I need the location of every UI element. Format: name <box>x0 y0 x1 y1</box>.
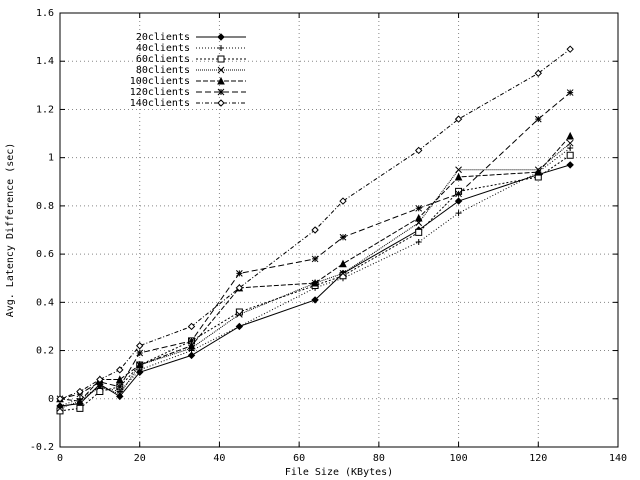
data-point <box>566 161 574 169</box>
data-point <box>311 255 319 263</box>
data-point <box>454 115 463 123</box>
legend-marker <box>218 45 224 51</box>
y-axis-label: Avg. Latency Difference (sec) <box>5 143 16 318</box>
data-point <box>187 322 196 331</box>
data-point <box>415 146 423 155</box>
legend-label: 140clients <box>130 98 190 109</box>
data-point <box>76 387 84 396</box>
series-line <box>59 92 571 400</box>
y-tick-label: 0.4 <box>36 297 54 308</box>
data-point <box>339 197 347 205</box>
x-axis-label: File Size (KBytes) <box>285 467 393 478</box>
legend-marker <box>217 66 225 74</box>
x-tick-label: 120 <box>529 453 547 464</box>
data-point <box>339 233 347 241</box>
legend-label: 100clients <box>130 76 190 87</box>
data-point <box>534 69 542 77</box>
data-point <box>136 342 144 350</box>
legend-label: 40clients <box>136 43 190 54</box>
data-point <box>415 228 423 236</box>
data-point <box>415 204 423 212</box>
data-point <box>236 270 243 277</box>
data-point <box>311 296 319 304</box>
data-point <box>76 404 84 412</box>
data-point <box>115 375 124 383</box>
data-point <box>534 168 543 176</box>
data-point <box>415 239 422 246</box>
plot-frame <box>59 12 619 448</box>
data-point <box>566 139 574 147</box>
y-tick-label: 1 <box>48 153 54 164</box>
data-point <box>311 226 319 234</box>
data-point <box>236 311 243 318</box>
y-tick-label: -0.2 <box>30 442 54 453</box>
legend-marker <box>217 55 225 63</box>
data-point <box>187 351 196 360</box>
data-point <box>455 166 462 174</box>
x-tick-label: 140 <box>609 453 627 464</box>
legend-label: 60clients <box>136 54 190 65</box>
data-point <box>56 395 64 403</box>
x-tick-label: 40 <box>213 453 225 464</box>
y-tick-label: 0.8 <box>36 201 54 212</box>
series-line <box>59 135 571 402</box>
x-tick-label: 100 <box>450 453 468 464</box>
series-line <box>59 142 571 409</box>
data-point <box>454 172 463 181</box>
x-tick-label: 80 <box>373 453 385 464</box>
data-point <box>566 89 574 96</box>
data-point <box>135 360 144 369</box>
data-point <box>236 323 243 330</box>
data-point <box>455 210 462 217</box>
y-tick-label: 1.6 <box>36 8 54 19</box>
x-tick-label: 60 <box>293 453 305 464</box>
legend-label: 120clients <box>130 87 190 98</box>
legend-marker <box>217 76 225 85</box>
y-tick-label: 0.6 <box>36 249 54 260</box>
data-point <box>235 284 244 292</box>
data-point <box>455 190 462 198</box>
data-point <box>96 375 104 384</box>
legend-marker <box>217 33 225 41</box>
data-point <box>116 390 124 398</box>
data-point <box>136 349 144 357</box>
y-tick-label: 0 <box>48 394 54 405</box>
y-tick-label: 1.2 <box>36 104 54 115</box>
data-point <box>187 341 196 350</box>
data-point <box>116 366 124 374</box>
legend-marker <box>217 88 225 96</box>
legend-label: 80clients <box>136 65 190 76</box>
legend-marker <box>217 99 225 107</box>
data-point <box>56 405 64 412</box>
data-point <box>454 197 463 205</box>
data-point <box>566 45 574 53</box>
y-tick-label: 0.2 <box>36 346 54 357</box>
data-point <box>414 213 423 222</box>
y-tick-label: 1.4 <box>36 56 54 67</box>
data-point <box>96 383 104 391</box>
data-point <box>566 131 574 140</box>
data-point <box>534 115 542 123</box>
data-point <box>339 259 347 268</box>
x-tick-label: 20 <box>134 453 146 464</box>
data-point <box>116 383 124 391</box>
data-point <box>188 337 195 345</box>
data-point <box>339 270 347 277</box>
data-point <box>96 388 104 396</box>
data-point <box>311 278 319 287</box>
data-point <box>566 151 574 159</box>
x-tick-label: 0 <box>57 453 63 464</box>
data-point <box>567 145 574 152</box>
legend-label: 20clients <box>136 32 190 43</box>
data-point <box>76 397 84 405</box>
